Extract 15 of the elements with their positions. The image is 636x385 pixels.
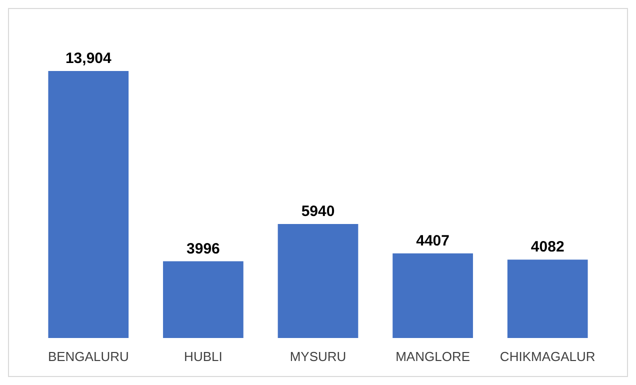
bar	[48, 71, 129, 338]
x-tick-label: MYSURU	[290, 349, 346, 364]
bar	[163, 261, 244, 338]
x-tick-label: MANGLORE	[396, 349, 470, 364]
x-tick-label: BENGALURU	[48, 349, 129, 364]
data-label: 4082	[530, 238, 564, 256]
data-label: 3996	[186, 240, 220, 258]
bar	[507, 260, 588, 338]
x-tick-label: CHIKMAGALUR	[500, 349, 596, 364]
data-label: 4407	[416, 232, 450, 250]
bar	[392, 253, 473, 338]
data-label: 13,904	[65, 50, 112, 68]
bar	[278, 224, 358, 338]
data-label: 5940	[301, 202, 335, 220]
x-tick-label: HUBLI	[184, 349, 222, 364]
